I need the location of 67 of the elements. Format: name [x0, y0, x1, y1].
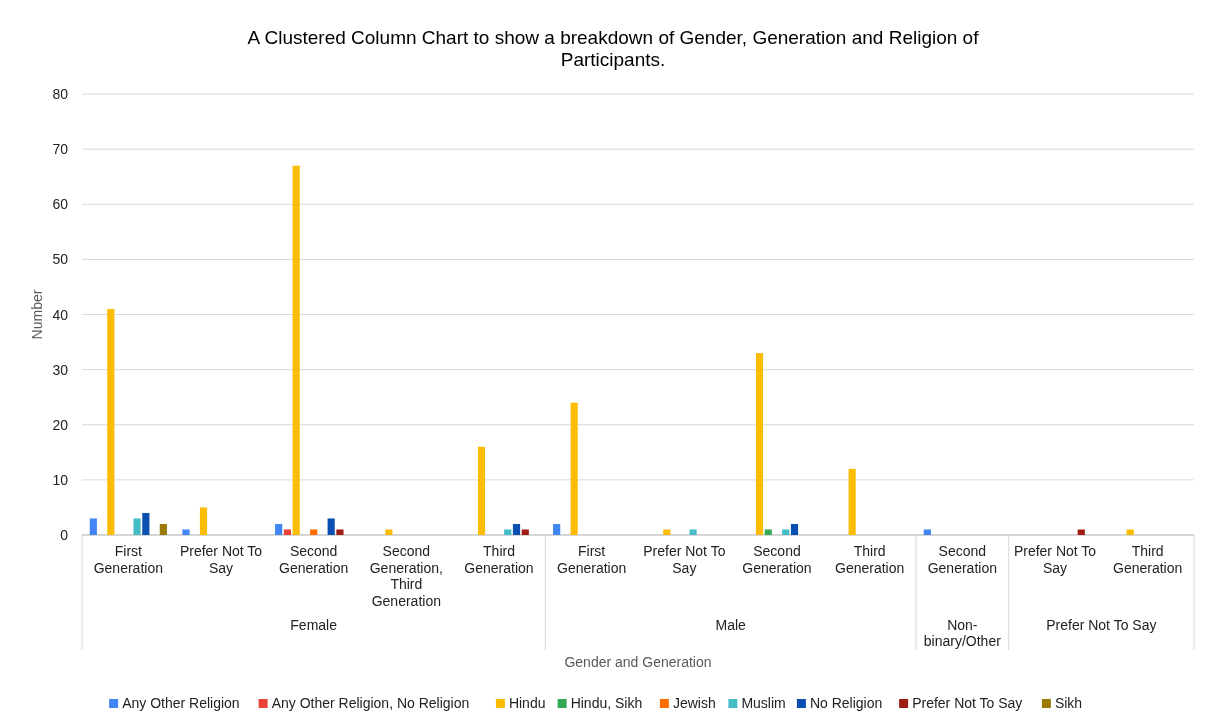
bar	[310, 529, 318, 535]
bar	[327, 518, 335, 535]
y-tick-label: 30	[52, 361, 69, 378]
chart-title: A Clustered Column Chart to show a breakdown of Gender, Generation and Religion of Participants.	[247, 27, 980, 70]
text: Prefer Not To Say	[1046, 617, 1157, 633]
bar	[512, 523, 521, 535]
bar	[182, 529, 190, 535]
bar	[159, 523, 167, 535]
bar	[663, 529, 671, 535]
bar	[133, 518, 141, 535]
bar	[336, 529, 344, 535]
bar	[790, 523, 799, 535]
x-tick-label: Prefer Not To Say	[1013, 543, 1097, 576]
y-tick-label: 70	[52, 141, 69, 158]
bar	[923, 529, 931, 535]
x-tick-label: Second Generation	[927, 543, 997, 576]
x-axis-title: Gender and Generation	[564, 654, 712, 670]
bar	[142, 512, 150, 535]
bar	[1077, 529, 1085, 535]
y-tick-label: 80	[52, 86, 69, 102]
bar	[385, 529, 393, 535]
y-tick-label: 10	[52, 471, 69, 488]
x-tick-label: Prefer Not To Say	[179, 543, 263, 576]
x-tick-label: Second Generation	[742, 543, 812, 576]
bar	[689, 529, 697, 535]
y-tick-label: 60	[52, 196, 69, 213]
x-tick-label: Second Generation	[279, 543, 349, 576]
y-tick-label: 50	[52, 251, 69, 268]
y-tick-label: 0	[60, 527, 69, 543]
x-tick-label: First Generation	[93, 543, 163, 576]
bar	[782, 529, 790, 535]
legend-label: Jewish	[672, 695, 716, 711]
text: Non-binary/Other	[923, 617, 1002, 649]
bar	[848, 468, 856, 535]
legend-label: Any Other Religion	[122, 695, 240, 711]
bar	[283, 529, 291, 535]
bar	[477, 446, 486, 535]
legend-label: Hindu, Sikh	[570, 695, 643, 711]
y-tick-label: 40	[52, 306, 69, 323]
bar	[292, 165, 300, 535]
x-tick-label: Third Generation	[1113, 543, 1183, 576]
x-tick-label: Third Generation	[464, 543, 534, 576]
y-tick-label: 20	[52, 416, 69, 433]
bar	[107, 308, 115, 535]
text: Female	[290, 617, 338, 633]
legend-label: Any Other Religion, No Religion	[271, 695, 470, 711]
bar	[553, 523, 561, 535]
bar	[755, 353, 764, 535]
y-axis-title: Number	[29, 289, 45, 340]
legend-label: Prefer Not To Say	[912, 695, 1023, 711]
x-tick-label: First Generation	[557, 543, 627, 576]
bar	[199, 507, 208, 535]
bar	[275, 523, 283, 535]
legend-label: Hindu	[508, 695, 546, 711]
bar	[570, 402, 578, 535]
bar	[521, 529, 529, 535]
x-tick-label: Second Generation, Third Generation	[369, 543, 443, 609]
legend-label: Sikh	[1054, 695, 1083, 711]
legend-label: No Religion	[809, 695, 883, 711]
bar	[764, 529, 772, 535]
bar	[504, 529, 512, 535]
x-tick-label: Prefer Not To Say	[643, 543, 726, 576]
x-tick-label: Third Generation	[835, 543, 905, 576]
bar	[89, 518, 97, 535]
bar	[1126, 529, 1134, 535]
text: Male	[715, 617, 747, 633]
legend-label: Muslim	[741, 695, 786, 711]
